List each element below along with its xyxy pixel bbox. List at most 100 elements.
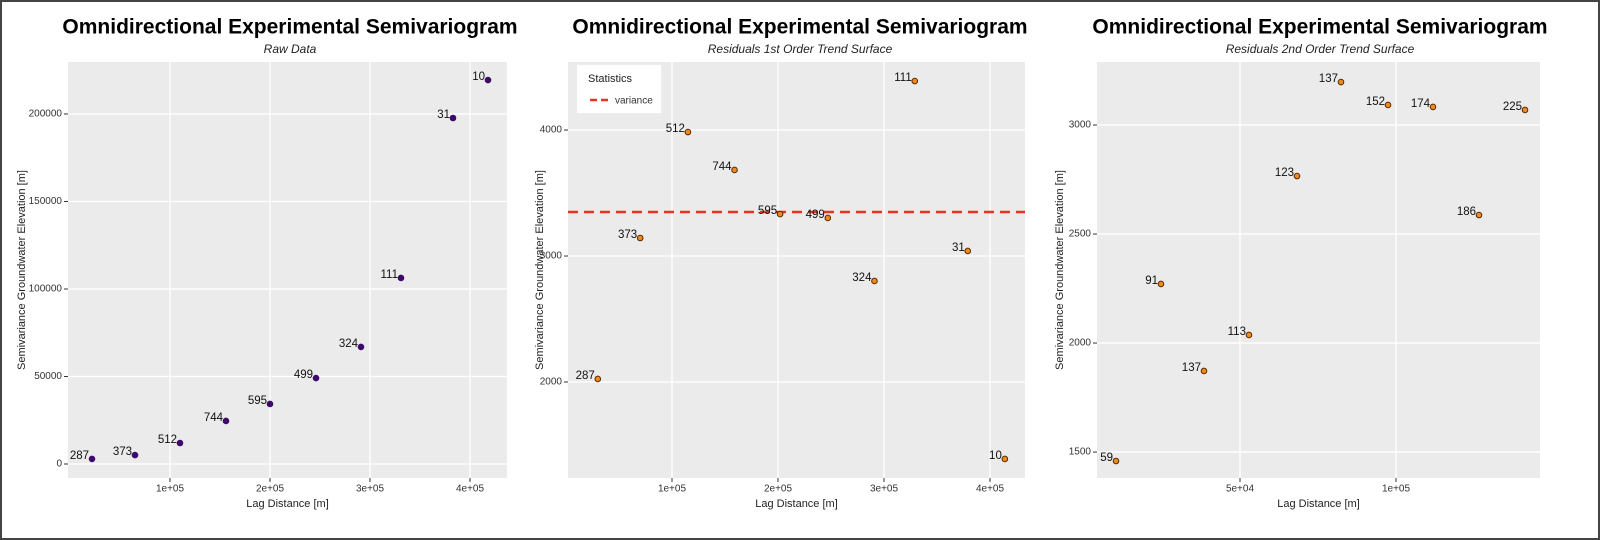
point	[131, 451, 139, 459]
point	[871, 277, 878, 285]
x-axis-label: Lag Distance [m]	[246, 498, 329, 510]
point-label: 499	[806, 209, 825, 221]
x-tick-label: 1e+05	[658, 484, 687, 495]
point-label: 10	[472, 71, 485, 83]
point	[636, 234, 644, 242]
point	[1475, 211, 1483, 219]
y-tick-label: 3000	[540, 251, 563, 262]
point-label: 137	[1319, 73, 1338, 85]
point-label: 744	[204, 412, 224, 424]
point	[357, 343, 365, 351]
x-tick-label: 3e+05	[356, 484, 385, 495]
x-tick-label: 1e+05	[1382, 484, 1411, 495]
point-label: 287	[70, 450, 89, 462]
point-label: 373	[618, 229, 637, 241]
y-axis-label: Semivariance Groundwater Elevation [m]	[534, 170, 546, 370]
point	[266, 400, 274, 408]
x-tick-label: 2e+05	[256, 484, 285, 495]
point-label: 225	[1503, 101, 1522, 113]
point-label: 137	[1182, 362, 1201, 374]
point-label: 744	[712, 161, 732, 173]
plot-panel	[568, 62, 1025, 478]
point-label: 287	[576, 370, 595, 382]
point	[449, 114, 457, 122]
point	[731, 166, 738, 174]
point	[484, 76, 492, 84]
y-tick-label: 0	[56, 459, 62, 470]
y-tick-label: 50000	[34, 371, 62, 382]
point	[911, 77, 919, 85]
x-tick-label: 4e+05	[976, 484, 1005, 495]
point	[1200, 367, 1208, 375]
y-axis-label: Semivariance Groundwater Elevation [m]	[1054, 170, 1066, 370]
y-tick-label: 2000	[1069, 338, 1092, 349]
point-label: 123	[1275, 167, 1294, 179]
point	[312, 374, 320, 382]
point	[176, 439, 184, 447]
point-label: 113	[1228, 326, 1246, 338]
point	[1337, 78, 1345, 86]
y-tick-label: 3000	[1069, 120, 1092, 131]
plot-panel	[1097, 62, 1540, 478]
chart-title: Omnidirectional Experimental Semivariogr…	[1092, 16, 1547, 39]
y-tick-label: 1500	[1069, 447, 1092, 458]
point-label: 373	[113, 446, 132, 458]
chart-subtitle: Residuals 1st Order Trend Surface	[708, 42, 893, 56]
x-tick-label: 2e+05	[764, 484, 793, 495]
y-tick-label: 150000	[29, 196, 63, 207]
point	[1001, 455, 1009, 463]
chart-subtitle: Raw Data	[264, 42, 317, 56]
point-label: 10	[989, 450, 1002, 462]
x-tick-label: 5e+04	[1226, 484, 1255, 495]
point-label: 499	[294, 369, 313, 381]
point-label: 31	[952, 242, 965, 254]
point-label: 31	[437, 109, 450, 121]
point	[1157, 280, 1165, 288]
point	[222, 417, 230, 425]
plot-panel	[68, 62, 507, 478]
point	[1521, 106, 1529, 114]
point-label: 111	[381, 269, 398, 281]
y-tick-label: 2000	[540, 377, 563, 388]
point-label: 324	[852, 272, 872, 284]
legend-title: Statistics	[588, 73, 633, 85]
point-label: 324	[339, 338, 359, 350]
point	[397, 274, 405, 282]
y-tick-label: 4000	[540, 125, 563, 136]
x-axis-label: Lag Distance [m]	[1277, 498, 1360, 510]
y-tick-label: 100000	[29, 284, 63, 295]
point	[1384, 101, 1392, 109]
point-label: 152	[1366, 96, 1385, 108]
point-label: 595	[248, 395, 267, 407]
point	[1293, 172, 1301, 180]
point	[824, 214, 832, 222]
x-tick-label: 4e+05	[456, 484, 485, 495]
point	[776, 210, 784, 218]
chart-title: Omnidirectional Experimental Semivariogr…	[62, 16, 517, 39]
point-label: 186	[1457, 206, 1476, 218]
point	[1429, 103, 1437, 111]
point	[594, 375, 602, 383]
point-label: 595	[758, 205, 777, 217]
legend-box	[577, 65, 661, 113]
x-tick-label: 1e+05	[156, 484, 185, 495]
point	[684, 128, 692, 136]
point	[88, 455, 96, 463]
y-tick-label: 2500	[1069, 229, 1092, 240]
point-label: 174	[1411, 98, 1431, 110]
y-tick-label: 200000	[29, 109, 63, 120]
point-label: 111	[894, 72, 911, 84]
legend-label: variance	[615, 96, 653, 107]
point	[1245, 331, 1253, 339]
point-label: 512	[158, 434, 177, 446]
point	[1112, 457, 1120, 465]
point-label: 91	[1145, 275, 1158, 287]
chart-subtitle: Residuals 2nd Order Trend Surface	[1226, 42, 1415, 56]
point-label: 59	[1100, 452, 1113, 464]
x-axis-label: Lag Distance [m]	[755, 498, 838, 510]
y-axis-label: Semivariance Groundwater Elevation [m]	[16, 170, 28, 370]
point	[964, 247, 972, 255]
x-tick-label: 3e+05	[870, 484, 899, 495]
chart-title: Omnidirectional Experimental Semivariogr…	[572, 16, 1027, 39]
